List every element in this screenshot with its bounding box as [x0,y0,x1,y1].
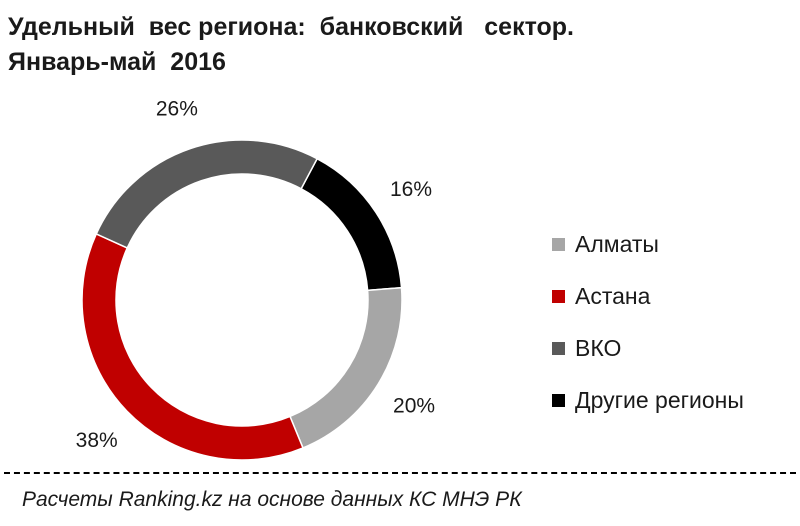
slice-вко [95,139,319,249]
legend-label: Другие регионы [575,386,744,413]
footer-divider [4,472,796,474]
legend-item-другие-регионы: Другие регионы [552,374,792,426]
legend-swatch [552,341,565,355]
legend-swatch [552,289,565,303]
legend-swatch [552,237,565,251]
donut-chart: 16% 20% 38% 26% [76,97,435,461]
chart-title-line-1: Удельный вес региона: банковский сектор. [8,13,574,41]
legend-swatch [552,393,565,407]
slice-астана [81,232,304,461]
legend-label: Алматы [575,230,659,257]
value-label-другие-регионы: 16% [390,178,432,201]
slice-алматы [289,286,403,449]
donut-value-labels: 16% 20% 38% 26% [76,97,435,452]
chart-title: Удельный вес региона: банковский сектор.… [8,10,788,80]
legend-label: Астана [575,282,651,309]
legend-item-вко: ВКО [552,322,792,374]
slice-другие-регионы [300,157,403,292]
value-label-вко: 26% [156,97,198,120]
value-label-алматы: 20% [393,394,435,417]
legend-item-астана: Астана [552,270,792,322]
source-note: Расчеты Ranking.kz на основе данных КС М… [22,488,522,511]
value-label-астана: 38% [76,429,118,452]
legend-item-алматы: Алматы [552,218,792,270]
chart-title-line-2: Январь-май 2016 [8,48,226,76]
chart-legend: Алматы Астана ВКО Другие регионы [552,218,792,426]
legend-label: ВКО [575,334,622,361]
donut-slices [81,139,403,461]
